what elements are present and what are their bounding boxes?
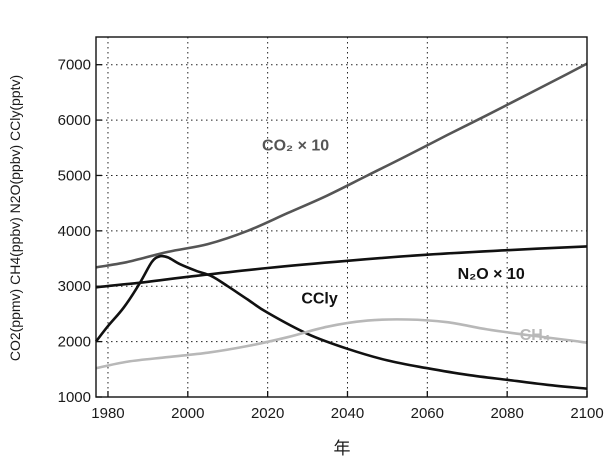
x-tick-label: 2020 (251, 405, 284, 422)
x-tick-label: 2080 (490, 405, 523, 422)
series-lines (94, 62, 588, 390)
y-tick-label: 3000 (58, 278, 91, 295)
x-axis-label: 年 (334, 439, 351, 458)
series-line-1 (95, 245, 588, 289)
x-tick-label: 2060 (411, 405, 444, 422)
series-line-0 (95, 62, 588, 269)
x-tick-label: 2100 (570, 405, 603, 422)
y-tick-label: 2000 (58, 334, 91, 351)
grid-lines (96, 37, 588, 398)
y-tick-label: 6000 (58, 112, 91, 129)
tick-marks: 1980 2000 2020 2040 2060 2080 2100 1000 2000 3000… (58, 57, 604, 422)
x-tick-label: 2000 (171, 405, 204, 422)
series-label: CH₄ (520, 327, 551, 344)
y-axis-label: CO2(ppmv) CH4(ppbv) N2O(ppbv) CCly(pptv) (7, 75, 23, 361)
series-label: N₂O × 10 (458, 266, 525, 283)
series-line-3 (95, 318, 588, 370)
series-labels: CO₂ × 10 N₂O × 10 CCly CH₄ (262, 138, 550, 344)
series-label: CO₂ × 10 (262, 138, 329, 155)
x-tick-label: 2040 (331, 405, 364, 422)
y-tick-label: 7000 (58, 57, 91, 74)
y-tick-label: 5000 (58, 167, 91, 184)
y-tick-label: 4000 (58, 223, 91, 240)
plot-frame (95, 36, 588, 398)
y-tick-label: 1000 (58, 389, 91, 406)
series-line-2 (94, 254, 588, 390)
x-tick-label: 1980 (91, 405, 124, 422)
series-label: CCly (301, 290, 338, 307)
